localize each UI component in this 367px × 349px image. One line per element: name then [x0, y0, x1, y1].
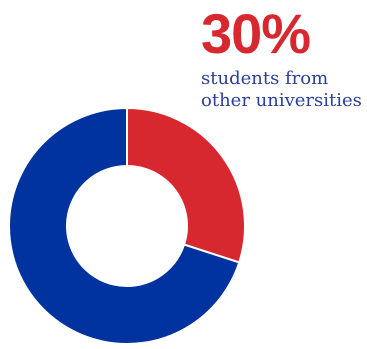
stat-value: 30% — [201, 2, 311, 65]
stat-caption: students from other universities — [201, 68, 367, 112]
stat-caption-line-1: students from — [201, 68, 329, 89]
stat-block: 30% students from other universities — [201, 4, 367, 112]
donut-slice-2 — [8, 106, 241, 345]
donut-slice-1 — [126, 106, 246, 264]
stat-caption-line-2: other universities — [201, 90, 362, 111]
